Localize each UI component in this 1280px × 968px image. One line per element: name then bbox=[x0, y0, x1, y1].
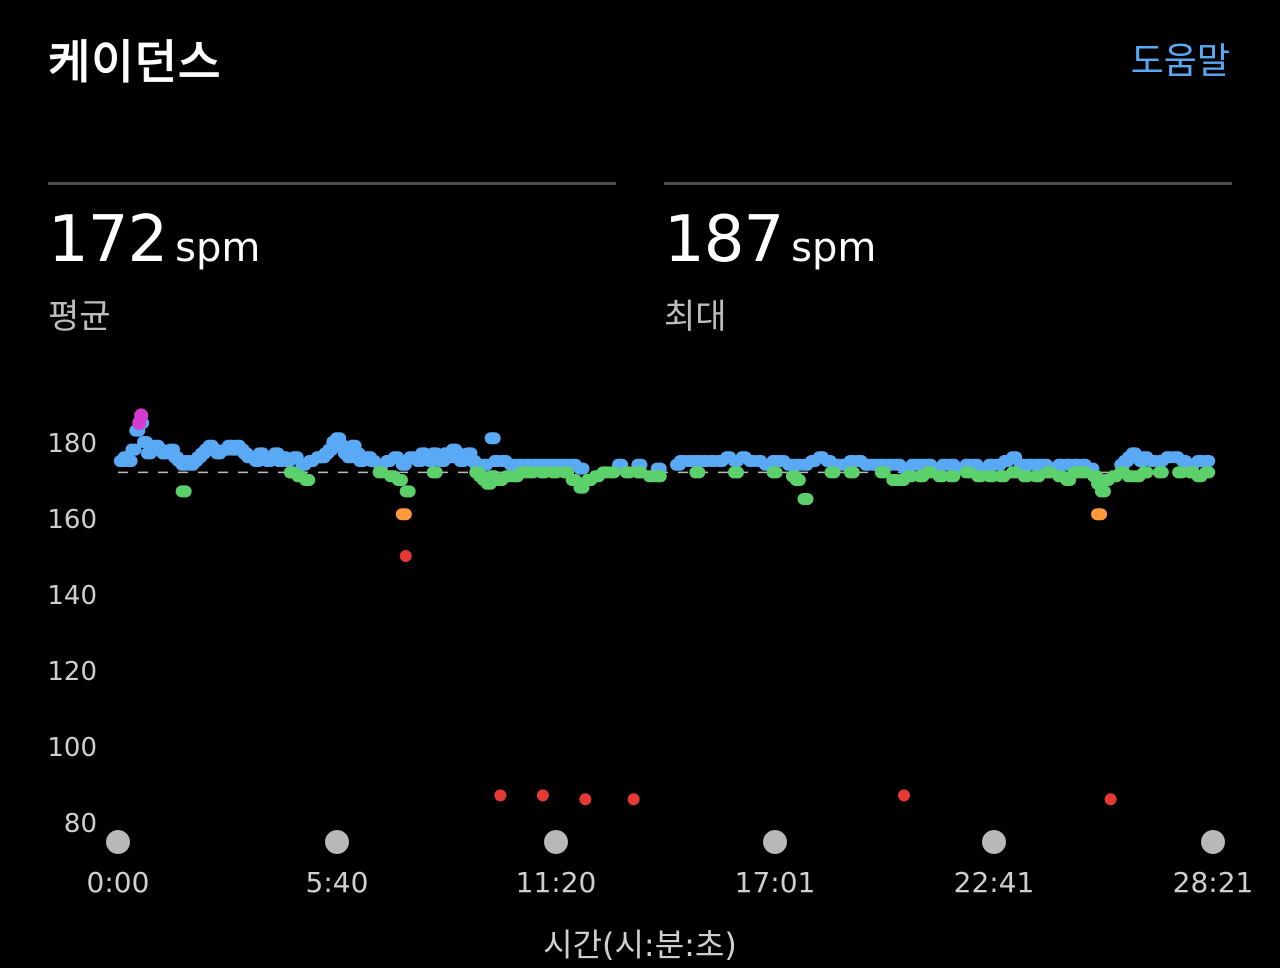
red-data-point bbox=[627, 793, 640, 806]
x-tick-marker bbox=[1201, 830, 1225, 854]
stat-average-label: 평균 bbox=[48, 297, 111, 337]
y-tick-label: 180 bbox=[47, 429, 97, 459]
help-link[interactable]: 도움말 bbox=[1130, 41, 1230, 82]
green-data-point bbox=[391, 474, 408, 486]
x-tick-label: 28:21 bbox=[1173, 866, 1254, 899]
red-data-point bbox=[898, 789, 911, 802]
orange-data-point bbox=[1091, 508, 1108, 521]
red-data-point bbox=[399, 550, 412, 562]
green-data-point bbox=[971, 470, 988, 483]
stat-max-value: 187 spm bbox=[664, 205, 1232, 283]
green-data-point bbox=[1172, 466, 1189, 479]
green-data-point bbox=[843, 466, 860, 479]
y-tick-label: 140 bbox=[47, 581, 97, 611]
orange-data-point bbox=[395, 508, 412, 521]
green-data-point bbox=[874, 466, 891, 479]
x-tick-label: 5:40 bbox=[306, 866, 369, 899]
red-data-point bbox=[1104, 793, 1117, 806]
green-data-point bbox=[789, 474, 806, 486]
divider bbox=[48, 182, 616, 185]
green-data-point bbox=[619, 466, 636, 479]
stat-max: 187 spm 최대 bbox=[664, 182, 1232, 338]
x-tick-label: 0:00 bbox=[87, 866, 150, 899]
x-tick-marker bbox=[544, 830, 568, 854]
stat-average-unit: spm bbox=[175, 225, 261, 271]
blue-data-point bbox=[1199, 455, 1216, 467]
green-data-point bbox=[299, 474, 316, 486]
y-tick-label: 160 bbox=[47, 505, 97, 535]
blue-data-point bbox=[573, 462, 590, 475]
blue-data-point bbox=[484, 432, 501, 445]
green-data-point bbox=[932, 470, 949, 483]
green-data-point bbox=[534, 466, 551, 479]
x-tick-marker bbox=[982, 830, 1006, 854]
green-data-point bbox=[546, 466, 563, 479]
green-data-point bbox=[1137, 466, 1154, 479]
red-data-point bbox=[494, 789, 507, 802]
green-data-point bbox=[604, 466, 621, 479]
green-data-point bbox=[426, 466, 443, 479]
green-data-point bbox=[727, 466, 744, 479]
green-data-point bbox=[689, 466, 706, 479]
y-tick-label: 80 bbox=[64, 809, 97, 839]
green-data-point bbox=[523, 466, 540, 479]
stat-max-label: 최대 bbox=[664, 297, 727, 337]
x-axis-label: 시간(시:분:초) bbox=[543, 926, 737, 964]
green-data-point bbox=[175, 485, 192, 498]
blue-data-point bbox=[125, 443, 142, 456]
green-data-point bbox=[824, 466, 841, 479]
page-title: 케이던스 bbox=[48, 35, 222, 89]
magenta-data-point bbox=[132, 416, 147, 430]
x-tick-label: 22:41 bbox=[954, 866, 1035, 899]
green-data-point bbox=[766, 466, 783, 479]
x-tick-marker bbox=[763, 830, 787, 854]
x-tick-label: 17:01 bbox=[735, 866, 816, 899]
green-data-point bbox=[1017, 470, 1034, 483]
stat-average-value: 172 spm bbox=[48, 205, 616, 283]
blue-data-point bbox=[121, 455, 138, 467]
x-tick-marker bbox=[106, 830, 130, 854]
stat-average-number: 172 bbox=[48, 203, 168, 277]
green-data-point bbox=[399, 485, 416, 498]
stat-average: 172 spm 평균 bbox=[48, 182, 616, 338]
green-data-point bbox=[1152, 466, 1169, 479]
green-data-point bbox=[1199, 466, 1216, 479]
x-tick-marker bbox=[325, 830, 349, 854]
green-data-point bbox=[944, 470, 961, 483]
divider bbox=[664, 182, 1232, 185]
y-tick-label: 120 bbox=[47, 657, 97, 687]
stat-max-unit: spm bbox=[791, 225, 877, 271]
y-tick-label: 100 bbox=[47, 733, 97, 763]
red-data-point bbox=[536, 789, 549, 802]
green-data-point bbox=[901, 470, 918, 483]
green-data-point bbox=[1094, 485, 1111, 498]
stat-max-number: 187 bbox=[664, 203, 784, 277]
x-tick-label: 11:20 bbox=[516, 866, 597, 899]
green-data-point bbox=[797, 493, 814, 505]
green-data-point bbox=[650, 470, 667, 483]
green-data-point bbox=[982, 470, 999, 483]
red-data-point bbox=[579, 793, 592, 806]
cadence-chart: 180 160 140 120 100 80 0:00 5:40 11:20 17:01 22:41… bbox=[47, 408, 1254, 899]
